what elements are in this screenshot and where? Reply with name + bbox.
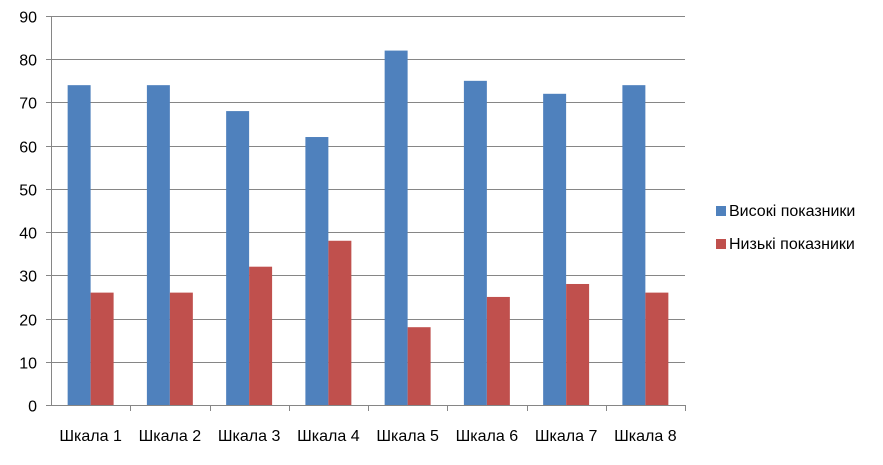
y-tick-label: 60 bbox=[19, 140, 37, 157]
bars bbox=[67, 50, 669, 406]
bar bbox=[305, 137, 329, 405]
y-tick-label: 20 bbox=[19, 313, 37, 330]
gridlines bbox=[51, 16, 685, 363]
bar bbox=[169, 292, 193, 405]
x-tick-label: Шкала 2 bbox=[139, 428, 202, 445]
legend-label: Високі показники bbox=[729, 203, 855, 220]
x-tick-label: Шкала 5 bbox=[376, 428, 439, 445]
x-tick-label: Шкала 1 bbox=[59, 428, 122, 445]
legend: Високі показники Низькі показники bbox=[716, 203, 855, 253]
bar bbox=[407, 327, 431, 405]
y-tick-label: 50 bbox=[19, 183, 37, 200]
y-tick-label: 90 bbox=[19, 10, 37, 27]
bar bbox=[622, 85, 646, 405]
bar bbox=[226, 111, 250, 405]
bar bbox=[566, 283, 590, 405]
x-tick-label: Шкала 4 bbox=[297, 428, 360, 445]
legend-swatch bbox=[716, 239, 726, 249]
y-tick-label: 30 bbox=[19, 269, 37, 286]
x-tick-label: Шкала 6 bbox=[456, 428, 519, 445]
x-tick-label: Шкала 3 bbox=[218, 428, 281, 445]
y-tick-label: 80 bbox=[19, 53, 37, 70]
bar bbox=[328, 240, 352, 405]
bar bbox=[463, 80, 487, 405]
bar bbox=[90, 292, 114, 405]
legend-swatch bbox=[716, 206, 726, 216]
bar bbox=[67, 85, 91, 405]
y-tick-label: 70 bbox=[19, 96, 37, 113]
legend-label: Низькі показники bbox=[729, 236, 855, 253]
bar bbox=[486, 296, 510, 405]
y-tick-label: 10 bbox=[19, 356, 37, 373]
x-tick-label: Шкала 8 bbox=[614, 428, 677, 445]
bar bbox=[146, 85, 170, 405]
y-tick-label: 0 bbox=[28, 399, 37, 416]
bar bbox=[249, 266, 273, 405]
y-tick-label: 40 bbox=[19, 226, 37, 243]
bar bbox=[645, 292, 669, 405]
axes: 0 10 20 30 40 50 60 70 80 90 Шкала 1 Шкала 2 Шкала 3… bbox=[19, 10, 686, 445]
bar bbox=[384, 50, 408, 405]
bar bbox=[543, 93, 567, 406]
x-tick-label: Шкала 7 bbox=[535, 428, 598, 445]
